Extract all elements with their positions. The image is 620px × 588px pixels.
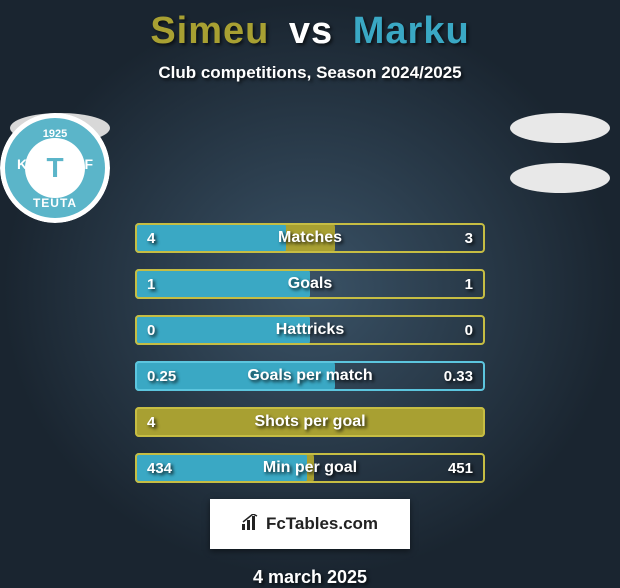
stat-label: Hattricks <box>135 315 485 345</box>
stat-row: 11Goals <box>135 269 485 299</box>
attribution-text: FcTables.com <box>266 514 378 534</box>
vs-text: vs <box>289 10 333 52</box>
stat-row: 43Matches <box>135 223 485 253</box>
stat-row: 0.250.33Goals per match <box>135 361 485 391</box>
stat-label: Min per goal <box>135 453 485 483</box>
stat-label: Matches <box>135 223 485 253</box>
player2-name: Marku <box>353 10 470 52</box>
date-text: 4 march 2025 <box>0 567 620 588</box>
comparison-title: Simeu vs Marku <box>0 0 620 53</box>
attribution-badge: FcTables.com <box>210 499 410 549</box>
stat-row: 4Shots per goal <box>135 407 485 437</box>
badge-letter: T <box>25 138 85 198</box>
stat-row: 434451Min per goal <box>135 453 485 483</box>
player2-marker2-icon <box>510 163 610 193</box>
badge-club-name: TEUTA <box>33 196 77 210</box>
stat-row: 00Hattricks <box>135 315 485 345</box>
stat-rows: 43Matches 11Goals 00Hattricks 0.250.33Goals… <box>135 223 485 483</box>
subtitle: Club competitions, Season 2024/2025 <box>0 63 620 83</box>
comparison-stage: 1925 K F T TEUTA 43Matches 11Goals 00Hattr… <box>0 113 620 483</box>
stat-label: Goals per match <box>135 361 485 391</box>
player1-club-badge-icon: 1925 K F T TEUTA <box>0 113 110 223</box>
badge-f: F <box>84 156 93 172</box>
stat-label: Goals <box>135 269 485 299</box>
chart-icon <box>242 514 260 535</box>
player2-marker-icon <box>510 113 610 143</box>
player1-name: Simeu <box>150 10 269 52</box>
stat-label: Shots per goal <box>135 407 485 437</box>
